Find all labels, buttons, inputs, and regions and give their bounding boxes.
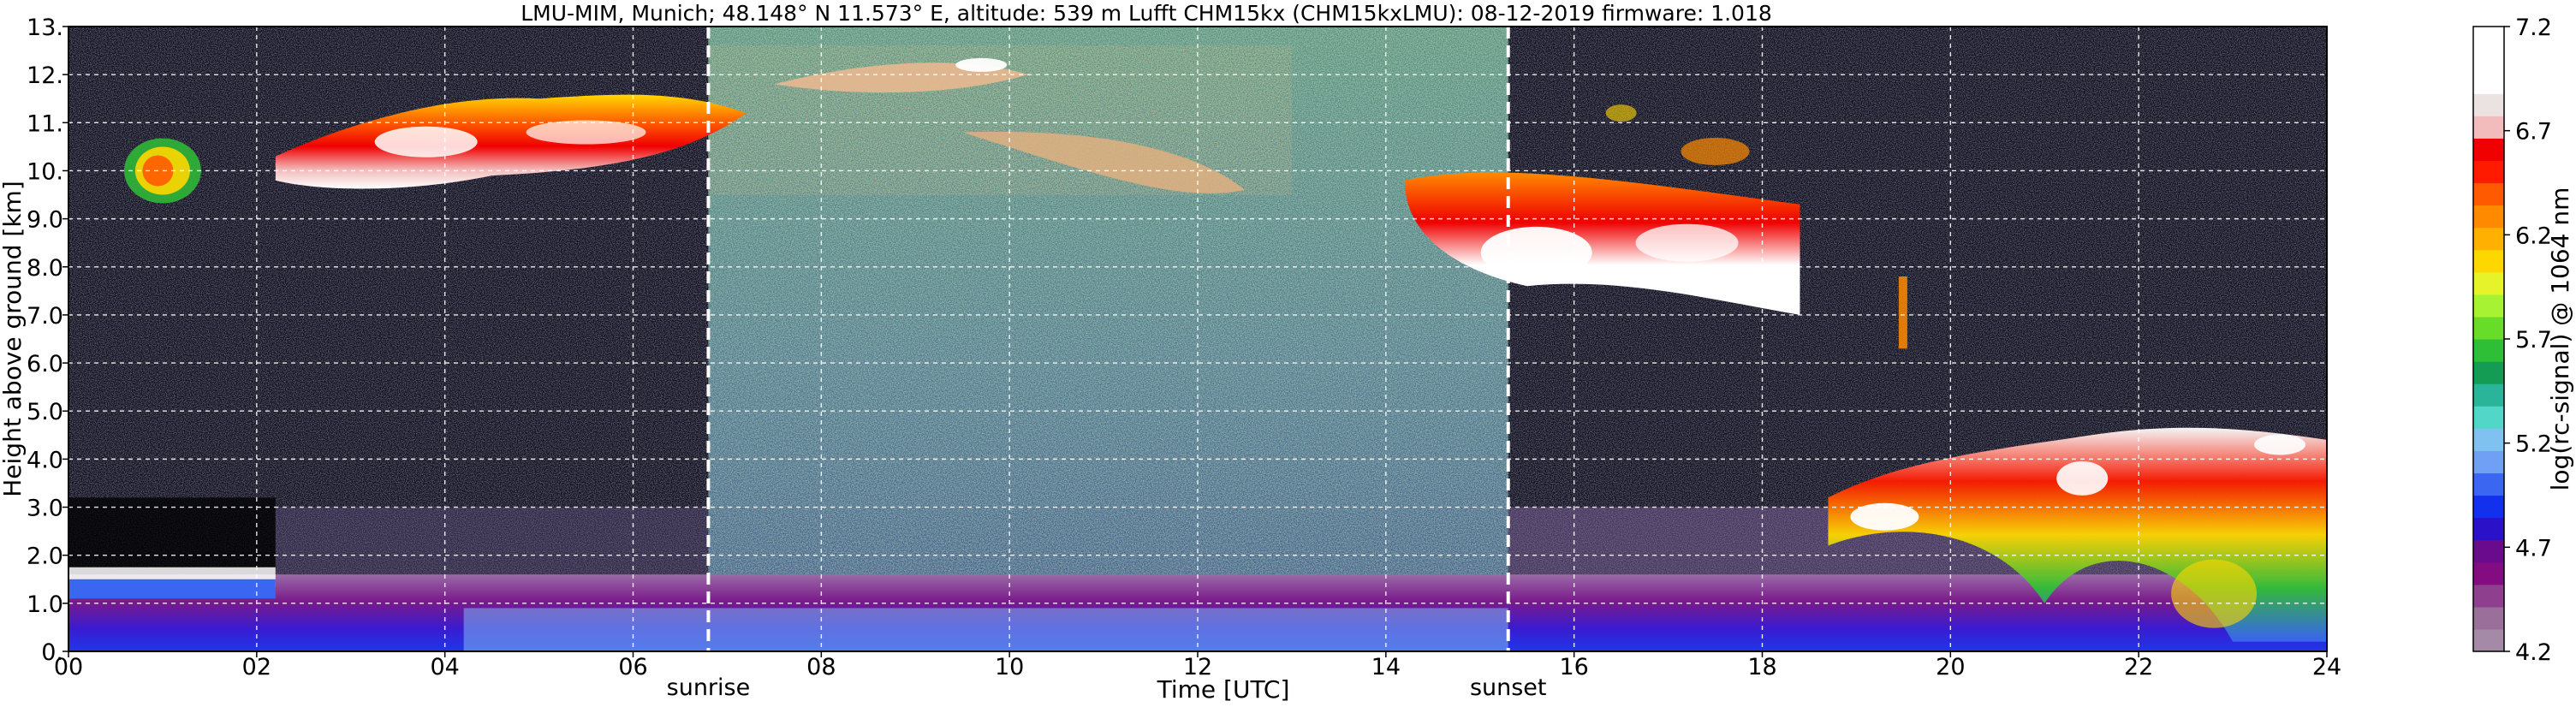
colorbar-segment xyxy=(2473,561,2504,585)
y-tick-label: 8.0 xyxy=(27,255,63,282)
colorbar-segment xyxy=(2473,116,2504,139)
annotation-label-sunrise: sunrise xyxy=(667,674,751,701)
grid xyxy=(68,27,2327,651)
cirrus-afternoon xyxy=(1404,172,1800,315)
colorbar-segment xyxy=(2473,628,2504,652)
x-tick-label: 24 xyxy=(2312,654,2341,680)
cirrus-noon-core xyxy=(955,57,1008,72)
precipitation-fallstreaks xyxy=(2171,559,2258,628)
residual-layer-blue xyxy=(68,579,276,599)
low-cloud-core-3 xyxy=(2254,434,2306,455)
x-tick-label: 16 xyxy=(1559,654,1588,680)
colorbar-segment xyxy=(2473,339,2504,362)
y-tick-label: 13. xyxy=(27,15,63,41)
colorbar: 4.2 4.7 5.2 5.7 6.2 6.7 7.2 xyxy=(2472,15,2552,666)
x-tick-label: 02 xyxy=(242,654,271,680)
cirrus-descending xyxy=(962,131,1245,193)
chart-title: LMU-MIM, Munich; 48.148° N 11.573° E, al… xyxy=(521,1,1772,26)
cirrus-afternoon-core-2 xyxy=(1635,223,1739,262)
colorbar-segment xyxy=(2473,271,2504,295)
x-axis-label: Time [UTC] xyxy=(1157,675,1290,704)
colorbar-segment xyxy=(2473,450,2504,474)
cirrus-evening-wisp xyxy=(1605,104,1637,122)
cirrus-morning-core-1 xyxy=(374,126,478,157)
colorbar-segment xyxy=(2473,138,2504,162)
colorbar-segment xyxy=(2473,27,2504,50)
annotations: sunrise sunset xyxy=(667,27,1547,701)
colorbar-segment xyxy=(2473,428,2504,451)
boundary-layer-day xyxy=(463,608,1508,651)
cirrus-morning-core-2 xyxy=(526,120,646,145)
colorbar-segment xyxy=(2473,227,2504,251)
colorbar-segment xyxy=(2473,93,2504,116)
colorbar-segment xyxy=(2473,472,2504,496)
y-tick-label: 12. xyxy=(27,62,63,89)
low-cloud-core-1 xyxy=(1850,502,1919,531)
cirrus-evening-upper xyxy=(1681,138,1750,165)
colorbar-tick-label: 6.7 xyxy=(2515,119,2552,146)
x-tick-label: 22 xyxy=(2124,654,2153,680)
colorbar-segment xyxy=(2473,205,2504,229)
x-tick-label: 00 xyxy=(54,654,83,680)
x-tick-label: 10 xyxy=(995,654,1024,680)
annotation-label-sunset: sunset xyxy=(1470,674,1547,701)
colorbar-segment xyxy=(2473,517,2504,541)
colorbar-segment xyxy=(2473,249,2504,273)
cirrus-morning xyxy=(275,94,747,189)
colorbar-segment xyxy=(2473,316,2504,340)
colorbar-segment xyxy=(2473,406,2504,429)
colorbar-tick-label: 4.2 xyxy=(2515,639,2552,666)
y-tick-label: 5.0 xyxy=(27,399,63,425)
low-cloud-core-2 xyxy=(2056,460,2109,496)
colorbar-segment xyxy=(2473,361,2504,384)
colorbar-segment xyxy=(2473,584,2504,608)
y-tick-label: 3.0 xyxy=(27,496,63,522)
colorbar-segment xyxy=(2473,294,2504,318)
x-tick-label: 04 xyxy=(430,654,459,680)
y-tick-label: 9.0 xyxy=(27,207,63,234)
y-axis-label: Height above ground [km] xyxy=(0,181,27,497)
early-dark-gap xyxy=(68,497,276,575)
y-tick-label: 2.0 xyxy=(27,544,63,570)
y-tick-label: 0. xyxy=(41,639,63,666)
colorbar-segment xyxy=(2473,606,2504,630)
y-tick-label: 1.0 xyxy=(27,591,63,618)
cirrus-afternoon-core xyxy=(1480,226,1592,278)
colorbar-segment xyxy=(2473,49,2504,72)
x-tick-label: 12 xyxy=(1183,654,1212,680)
colorbar-tick-label: 7.2 xyxy=(2515,15,2552,41)
colorbar-label: log(rc-signal) @ 1064 nm xyxy=(2546,187,2574,491)
colorbar-segment xyxy=(2473,383,2504,407)
colorbar-segment xyxy=(2473,71,2504,94)
colorbar-tick-label: 5.7 xyxy=(2515,327,2552,354)
x-tick-label: 20 xyxy=(1936,654,1965,680)
y-tick-label: 7.0 xyxy=(27,303,63,330)
y-tick-label: 11. xyxy=(27,110,63,137)
axes: 00 02 04 06 08 10 12 14 16 18 20 22 24 0. 1.0 2.0 3.0 4.0… xyxy=(27,15,2341,680)
colorbar-segment xyxy=(2473,539,2504,563)
colorbar-segment xyxy=(2473,182,2504,206)
y-tick-label: 6.0 xyxy=(27,351,63,377)
colorbar-segment xyxy=(2473,160,2504,184)
colorbar-tick-label: 5.2 xyxy=(2515,431,2552,458)
colorbar-tick-label: 4.7 xyxy=(2515,535,2552,561)
cirrus-streak xyxy=(1898,276,1907,349)
x-tick-label: 14 xyxy=(1371,654,1401,680)
y-tick-label: 10. xyxy=(27,158,63,185)
x-tick-label: 18 xyxy=(1747,654,1776,680)
x-tick-label: 06 xyxy=(618,654,647,680)
y-tick-label: 4.0 xyxy=(27,447,63,473)
colorbar-tick-label: 6.2 xyxy=(2515,223,2552,249)
colorbar-segment xyxy=(2473,495,2504,519)
x-tick-label: 08 xyxy=(806,654,836,680)
